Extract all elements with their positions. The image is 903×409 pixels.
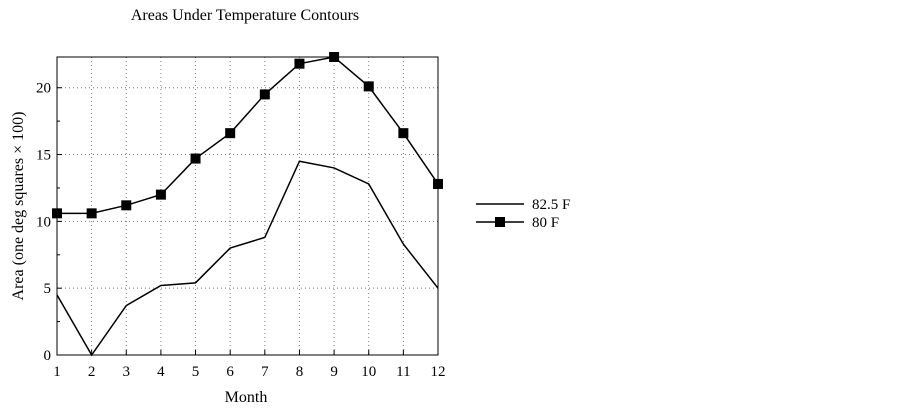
x-tick-label: 8 <box>296 364 304 380</box>
x-tick-label: 10 <box>361 364 376 380</box>
x-tick-label: 12 <box>431 364 446 380</box>
x-tick-label: 6 <box>226 364 234 380</box>
data-point <box>86 208 97 219</box>
data-point <box>190 153 201 164</box>
legend-label: 82.5 F <box>532 197 570 213</box>
plot-area <box>56 56 439 356</box>
series-layer <box>52 52 443 357</box>
data-point <box>294 58 305 69</box>
legend: 82.5 F 80 F <box>476 197 570 231</box>
data-point <box>52 208 62 219</box>
x-tick-label: 5 <box>192 364 200 380</box>
legend-marker <box>495 217 505 227</box>
series-line <box>57 56 439 215</box>
x-tick-label: 7 <box>261 364 269 380</box>
x-axis-label: Month <box>225 389 268 406</box>
x-tick-label: 3 <box>123 364 131 380</box>
x-tick-label: 2 <box>88 364 96 380</box>
y-axis: 0 5 10 15 20 <box>36 81 62 364</box>
data-point <box>259 89 270 100</box>
x-tick-label: 4 <box>157 364 165 380</box>
y-tick-label: 0 <box>44 348 52 364</box>
data-point <box>225 128 236 139</box>
data-point <box>433 178 443 189</box>
chart-title: Areas Under Temperature Contours <box>131 7 359 24</box>
x-tick-label: 1 <box>53 364 61 380</box>
y-tick-label: 15 <box>36 148 51 164</box>
legend-label: 80 F <box>532 215 559 231</box>
x-tick-label: 11 <box>396 364 410 380</box>
y-tick-label: 10 <box>36 214 51 230</box>
x-tick-label: 9 <box>330 364 338 380</box>
x-axis: 1 2 3 4 5 6 7 8 9 10 11 12 <box>53 350 446 380</box>
data-point <box>121 200 132 211</box>
data-point <box>398 128 409 139</box>
data-point <box>155 189 166 200</box>
y-tick-label: 5 <box>44 281 52 297</box>
data-point <box>329 52 340 62</box>
y-axis-label: Area (one deg squares × 100) <box>10 112 27 301</box>
series-line <box>56 160 439 357</box>
y-tick-label: 20 <box>36 81 51 97</box>
data-point <box>363 81 374 92</box>
